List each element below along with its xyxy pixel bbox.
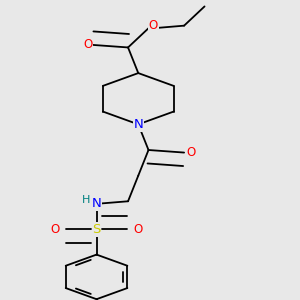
Text: O: O	[83, 38, 92, 51]
Text: N: N	[92, 197, 101, 210]
Text: O: O	[187, 146, 196, 159]
Text: H: H	[82, 195, 91, 205]
Text: S: S	[92, 223, 101, 236]
Text: O: O	[50, 223, 59, 236]
Text: O: O	[149, 19, 158, 32]
Text: N: N	[134, 118, 143, 131]
Text: O: O	[134, 223, 143, 236]
